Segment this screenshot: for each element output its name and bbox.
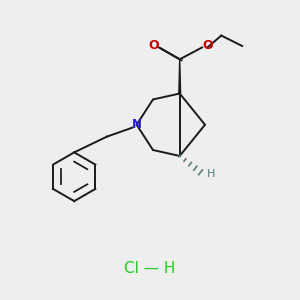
Text: O: O	[148, 40, 159, 52]
Text: H: H	[206, 169, 215, 179]
Text: N: N	[132, 118, 142, 131]
Text: O: O	[202, 40, 213, 52]
Text: Cl — H: Cl — H	[124, 261, 176, 276]
Polygon shape	[179, 59, 181, 94]
